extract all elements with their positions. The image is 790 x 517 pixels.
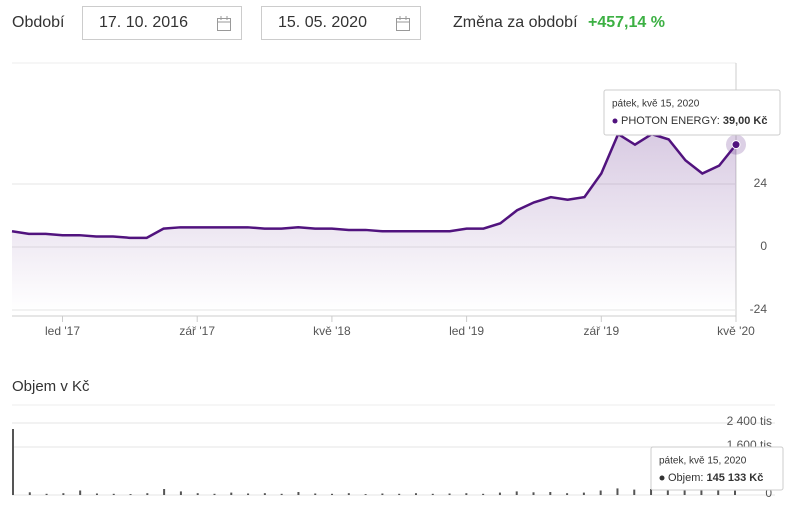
calendar-icon[interactable] xyxy=(217,16,231,31)
y-tick-label: 24 xyxy=(754,176,768,190)
bar xyxy=(314,493,317,495)
bar xyxy=(414,493,417,495)
bar xyxy=(45,493,48,495)
bar xyxy=(247,493,250,495)
bar xyxy=(146,493,149,495)
bar xyxy=(599,490,602,495)
date-from: 17. 10. 2016 xyxy=(99,14,188,31)
bar xyxy=(213,493,216,495)
bar xyxy=(633,489,636,495)
y-tick-label: 2 400 tis xyxy=(727,414,772,428)
calendar-icon[interactable] xyxy=(396,16,410,31)
tooltip-date: pátek, kvě 15, 2020 xyxy=(659,456,747,467)
bar xyxy=(230,492,233,495)
bar xyxy=(532,492,535,495)
bar xyxy=(129,494,132,495)
x-tick-label: led '19 xyxy=(449,324,484,338)
bar xyxy=(381,493,384,495)
bar xyxy=(650,489,653,495)
bar xyxy=(734,490,736,495)
bar xyxy=(28,492,31,495)
x-tick-label: led '17 xyxy=(45,324,80,338)
y-tick-label: -24 xyxy=(750,302,768,316)
area xyxy=(12,134,736,310)
x-tick-label: zář '17 xyxy=(179,324,215,338)
bar xyxy=(549,492,552,495)
tooltip-date: pátek, kvě 15, 2020 xyxy=(612,99,700,110)
bar xyxy=(62,493,65,495)
tooltip-value: 145 133 Kč xyxy=(706,472,763,484)
x-tick-label: kvě '18 xyxy=(313,324,351,338)
bar xyxy=(79,490,82,495)
tooltip-line: Objem: 145 133 Kč xyxy=(668,472,763,484)
tooltip-series: Objem: xyxy=(668,472,703,484)
bar xyxy=(683,487,686,495)
highlight-point xyxy=(731,140,741,150)
tooltip-dot xyxy=(659,475,665,481)
tooltip-line: PHOTON ENERGY: 39,00 Kč xyxy=(621,115,767,127)
bar xyxy=(498,492,501,495)
bar xyxy=(431,493,434,495)
date-to: 15. 05. 2020 xyxy=(278,14,367,31)
chart-title: Objem v Kč xyxy=(12,378,90,395)
bar xyxy=(12,429,14,495)
bar xyxy=(666,490,669,495)
bar xyxy=(179,491,182,495)
bar xyxy=(482,493,485,495)
tooltip-value: 39,00 Kč xyxy=(723,115,768,127)
date-from-input[interactable]: 17. 10. 2016 xyxy=(82,6,242,40)
bar xyxy=(448,493,451,495)
bar xyxy=(364,494,367,495)
bar xyxy=(196,493,199,495)
date-to-input[interactable]: 15. 05. 2020 xyxy=(261,6,421,40)
tooltip-series: PHOTON ENERGY: xyxy=(621,115,720,127)
bar xyxy=(347,493,350,495)
x-tick-label: zář '19 xyxy=(583,324,619,338)
bar xyxy=(398,493,401,495)
period-label: Období xyxy=(12,14,65,31)
bar xyxy=(566,493,569,495)
tooltip-box xyxy=(650,446,784,491)
bar xyxy=(263,493,266,495)
bar xyxy=(700,487,703,495)
bar xyxy=(297,492,300,495)
y-tick-label: 0 xyxy=(760,239,767,253)
y-tick-label: 0 xyxy=(765,486,772,500)
bar xyxy=(616,488,619,495)
tooltip-box xyxy=(603,89,781,136)
bar xyxy=(515,491,518,495)
bar xyxy=(717,490,720,495)
line xyxy=(11,132,737,240)
change-value: +457,14 % xyxy=(588,14,665,31)
bar xyxy=(163,489,166,495)
bar xyxy=(280,493,283,495)
bar xyxy=(465,493,468,495)
bar xyxy=(95,493,98,495)
bar xyxy=(582,492,585,495)
change-label: Změna za období xyxy=(453,14,578,31)
bar xyxy=(331,493,334,495)
x-tick-label: kvě '20 xyxy=(717,324,755,338)
bar xyxy=(112,493,115,495)
tooltip-dot xyxy=(612,118,618,124)
